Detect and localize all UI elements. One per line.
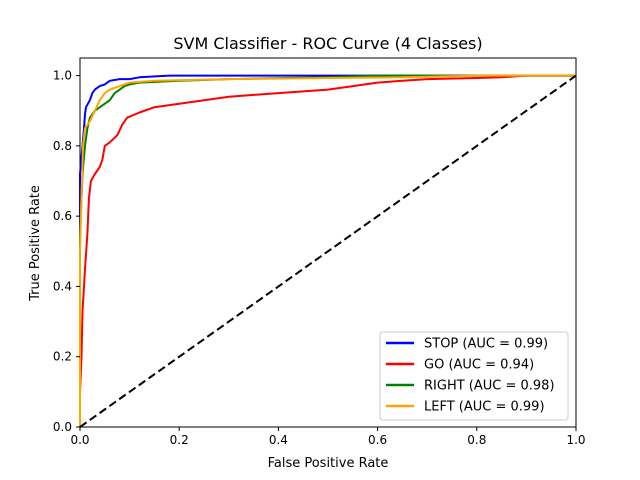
chance-diagonal [79,74,577,428]
y-tick-label: 0.2 [53,350,72,364]
x-tick-label: 1.0 [566,433,585,447]
legend-label-0: STOP (AUC = 0.99) [424,337,548,352]
chart-title: SVM Classifier - ROC Curve (4 Classes) [173,34,482,53]
y-tick-label: 0.0 [53,420,72,434]
x-axis-label: False Positive Rate [268,456,389,471]
plot-area [79,57,577,428]
legend-label-2: RIGHT (AUC = 0.98) [424,379,555,394]
x-tick-label: 0.2 [170,433,189,447]
y-tick-label: 0.4 [53,279,72,293]
x-tick-label: 0.8 [467,433,486,447]
y-tick-label: 1.0 [53,69,72,83]
roc-series-1 [79,74,576,427]
y-axis-ticks: 0.0 0.2 0.4 0.6 0.8 1.0 [53,69,80,434]
x-tick-label: 0.0 [70,433,89,447]
series-layer [79,74,577,428]
y-tick-label: 0.6 [53,209,72,223]
x-axis-ticks: 0.0 0.2 0.4 0.6 0.8 1.0 [70,427,586,447]
y-axis-label: True Positive Rate [28,185,43,302]
legend: STOP (AUC = 0.99) GO (AUC = 0.94) RIGHT (A… [379,331,569,421]
y-tick-label: 0.8 [53,139,72,153]
x-tick-label: 0.4 [269,433,288,447]
legend-label-1: GO (AUC = 0.94) [424,358,534,373]
roc-series-3 [79,74,576,427]
legend-box [379,331,569,421]
legend-label-3: LEFT (AUC = 0.99) [424,400,545,415]
x-tick-label: 0.6 [368,433,387,447]
